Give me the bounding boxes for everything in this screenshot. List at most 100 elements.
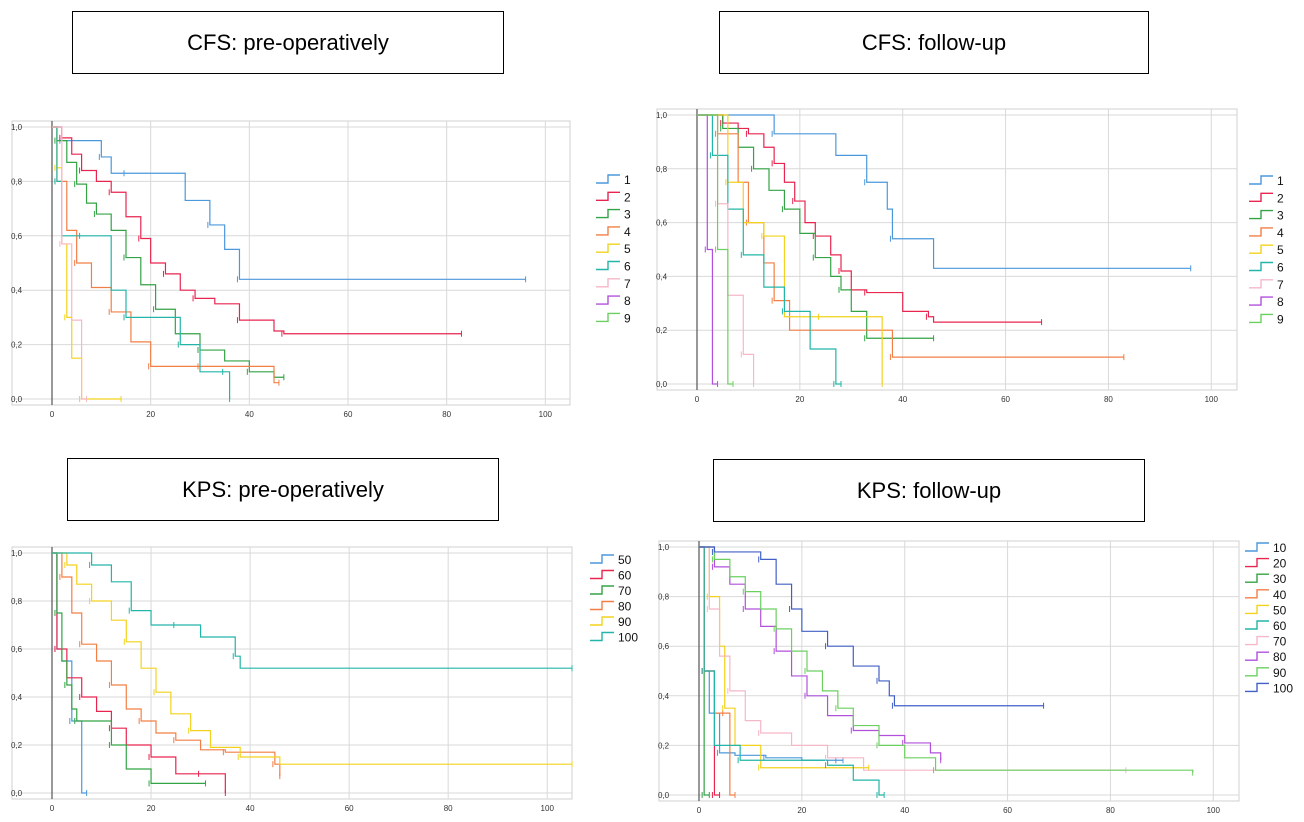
y-tick-label: 0,6 (658, 642, 670, 651)
x-tick-label: 0 (697, 806, 702, 815)
legend-label-60: 60 (618, 569, 632, 583)
legend-swatch-100 (590, 631, 614, 642)
legend-label-3: 3 (1277, 209, 1284, 223)
chart-title-cfs-preop: CFS: pre-operatively (72, 11, 504, 74)
x-tick-label: 60 (1001, 395, 1010, 404)
legend-swatch-4 (1249, 227, 1273, 237)
y-tick-label: 0,2 (658, 741, 670, 750)
km-chart-cfs-followup: 0 20 40 60 80 100 0,0 0,2 0,4 0,6 0,8 1,0 1 2 3 4 5 6 7 8 9 (656, 108, 1284, 404)
legend-label-90: 90 (1273, 666, 1287, 680)
series-line-6 (52, 126, 231, 399)
y-tick-label: 1,0 (658, 543, 670, 552)
legend-swatch-70 (1245, 635, 1269, 646)
legend-label-80: 80 (618, 600, 632, 614)
series-line-7 (52, 126, 87, 400)
x-tick-label: 0 (695, 395, 700, 404)
legend-label-5: 5 (624, 242, 631, 256)
legend-swatch-2 (596, 191, 620, 201)
x-tick-label: 20 (146, 410, 155, 419)
legend-swatch-6 (1249, 261, 1273, 272)
legend-swatch-90 (1245, 667, 1269, 677)
legend-label-3: 3 (624, 208, 631, 222)
legend-swatch-40 (1245, 589, 1269, 599)
x-tick-label: 20 (795, 395, 804, 404)
legend-swatch-9 (1249, 313, 1273, 324)
x-tick-label: 100 (1207, 806, 1221, 815)
x-tick-label: 80 (442, 410, 451, 419)
legend-swatch-7 (1249, 279, 1273, 289)
series-line-70 (699, 546, 1126, 771)
legend-label-8: 8 (1277, 295, 1284, 309)
y-tick-label: 0,2 (656, 326, 668, 335)
legend-label-5: 5 (1277, 243, 1284, 257)
legend-label-8: 8 (624, 294, 631, 308)
series-line-2 (52, 126, 462, 335)
legend-label-70: 70 (1273, 635, 1287, 649)
y-tick-label: 0,4 (658, 692, 670, 701)
x-tick-label: 100 (541, 804, 555, 813)
series-line-1 (697, 114, 1191, 269)
y-tick-label: 1,0 (11, 123, 23, 132)
legend-swatch-20 (1245, 557, 1269, 568)
x-tick-label: 100 (1205, 395, 1219, 404)
legend-swatch-9 (596, 312, 620, 323)
x-tick-label: 40 (898, 395, 907, 404)
x-tick-label: 80 (1106, 806, 1115, 815)
legend-swatch-3 (596, 208, 620, 219)
series-line-100 (52, 552, 572, 669)
y-tick-label: 0,2 (11, 741, 23, 750)
series-line-80 (699, 546, 942, 761)
legend-swatch-10 (1245, 542, 1269, 552)
legend-label-9: 9 (624, 311, 631, 325)
legend-label-50: 50 (1273, 603, 1287, 617)
legend-label-1: 1 (1277, 174, 1284, 188)
legend-label-90: 90 (618, 615, 632, 629)
legend-label-4: 4 (624, 225, 631, 239)
legend-swatch-6 (596, 260, 620, 271)
series-line-4 (52, 126, 279, 384)
x-tick-label: 60 (344, 410, 353, 419)
y-tick-label: 0,4 (11, 693, 23, 702)
y-tick-label: 0,6 (11, 645, 23, 654)
y-tick-label: 0,4 (656, 272, 668, 281)
legend-swatch-50 (1245, 604, 1269, 615)
legend-swatch-30 (1245, 573, 1269, 583)
legend-swatch-8 (1249, 296, 1273, 306)
y-tick-label: 0,6 (11, 232, 23, 241)
series-line-70 (52, 552, 206, 784)
chart-title-kps-followup: KPS: follow-up (713, 459, 1145, 522)
series-line-100 (699, 546, 1044, 707)
x-tick-label: 40 (245, 410, 254, 419)
legend-label-50: 50 (618, 553, 632, 567)
km-chart-cfs-preop: 0 20 40 60 80 100 0,0 0,2 0,4 0,6 0,8 1,0 1 2 3 4 5 6 7 8 9 (11, 120, 631, 419)
series-line-60 (699, 546, 885, 796)
y-tick-label: 0,2 (11, 341, 23, 350)
x-tick-label: 80 (444, 804, 453, 813)
legend-swatch-70 (590, 585, 614, 595)
legend-label-2: 2 (624, 190, 631, 204)
x-tick-label: 0 (50, 410, 55, 419)
chart-title-cfs-followup: CFS: follow-up (719, 11, 1149, 74)
plot-frame (11, 546, 573, 800)
x-tick-label: 40 (246, 804, 255, 813)
legend-swatch-3 (1249, 209, 1273, 220)
legend-label-7: 7 (624, 277, 631, 291)
legend-swatch-80 (1245, 651, 1269, 661)
y-tick-label: 0,4 (11, 286, 23, 295)
legend-label-1: 1 (624, 173, 631, 187)
x-tick-label: 60 (345, 804, 354, 813)
legend-swatch-90 (590, 616, 614, 626)
legend-swatch-5 (1249, 244, 1273, 254)
series-line-60 (52, 552, 226, 793)
y-tick-label: 0,8 (11, 597, 23, 606)
x-tick-label: 0 (50, 804, 55, 813)
legend-label-30: 30 (1273, 572, 1287, 586)
series-line-80 (52, 552, 281, 777)
legend-swatch-80 (590, 600, 614, 611)
legend-swatch-2 (1249, 192, 1273, 202)
y-tick-label: 0,0 (658, 791, 670, 800)
legend-label-80: 80 (1273, 650, 1287, 664)
legend-label-10: 10 (1273, 541, 1287, 555)
plot-frame (656, 108, 1238, 391)
